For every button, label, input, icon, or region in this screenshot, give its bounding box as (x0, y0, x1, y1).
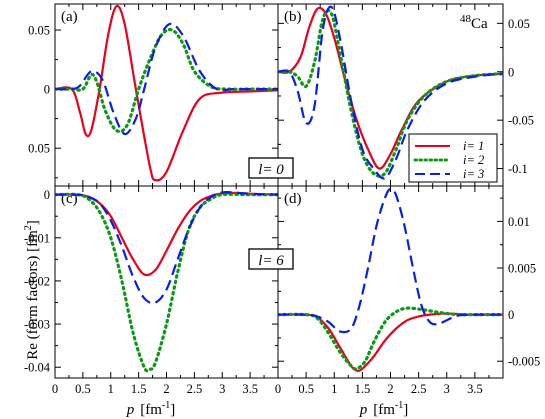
x-tick-label: 1 (108, 382, 114, 396)
l0-label-box: l= 0 (248, 157, 294, 179)
x-tick-label: 2.5 (187, 382, 203, 396)
y-tick-label: 0.05 (28, 24, 50, 38)
x-tick-label: 0 (52, 382, 58, 396)
panel-frame-d (277, 185, 504, 379)
nucleus-label: 48Ca (460, 13, 488, 32)
y-tick-label: 0 (508, 65, 514, 79)
series-line-d-i2 (278, 306, 503, 371)
y-tick-label: -0.1 (508, 162, 528, 176)
x-tick-label: 2 (163, 382, 169, 396)
legend: i= 1 i= 2 i= 3 (408, 133, 498, 183)
x-tick-label: 2 (387, 382, 393, 396)
y-axis-label: Re (form factors) [fm2] (23, 220, 41, 360)
legend-label-i1: i= 1 (463, 139, 484, 153)
series-line-c-i2 (55, 192, 278, 373)
y-tick-label: -0.01 (24, 231, 50, 245)
x-tick-label: 0.5 (75, 382, 91, 396)
x-tick-label: 1 (331, 382, 337, 396)
y-tick-label: 0.01 (508, 215, 530, 229)
x-tick-label: 0 (275, 382, 281, 396)
series-line-d-i3 (278, 187, 503, 334)
series-line-b-i3 (278, 5, 503, 180)
x-axis-label-left: p [fm-1] (126, 400, 176, 418)
x-tick-label: 3.5 (467, 382, 483, 396)
series-line-c-i3 (55, 190, 278, 305)
legend-label-i3: i= 3 (463, 167, 484, 181)
x-tick-label: 2.5 (411, 382, 427, 396)
y-tick-label: -0.02 (24, 274, 50, 288)
series-line-d-i1 (278, 312, 503, 372)
panel-a: 0.05 0 0.05 (a) (28, 3, 279, 187)
panel-label-b: (b) (284, 9, 302, 25)
x-axis-label-right: p [fm-1] (359, 400, 409, 418)
panel-c: 0 0.5 1 1.5 2 2.5 3 3.50-0.01-0.02-0.03-0.04(c) (24, 185, 279, 396)
x-tick-label: 0.5 (298, 382, 314, 396)
y-tick-label: -0.04 (24, 361, 51, 375)
y-tick-label: -0.03 (24, 318, 50, 332)
y-tick-label: 0 (508, 308, 514, 322)
l0-label: l= 0 (258, 162, 284, 178)
y-tick-label: 0 (44, 83, 50, 97)
x-tick-label: 3.5 (242, 382, 258, 396)
y-tick-label: -0.005 (508, 355, 540, 369)
y-tick-label: 0 (44, 188, 50, 202)
series-line-c-i1 (55, 191, 278, 277)
panel-d: 0 0.5 1 1.5 2 2.5 3 3.5 0.01 0.005 0 -0.005 (d) (275, 185, 540, 396)
panels-layer: 0.05 0 0.05 (a) 0.05 0 -0.05 -0.1 (b) 0 0.5 1 1.5 2 2.… (24, 3, 540, 396)
series-line-b-i2 (278, 9, 503, 178)
x-tick-label: 3 (219, 382, 225, 396)
x-tick-label: 1.5 (131, 382, 147, 396)
panel-label-d: (d) (284, 191, 302, 207)
x-tick-label: 3 (444, 382, 450, 396)
legend-label-i2: i= 2 (463, 153, 484, 167)
series-line-a-i1 (55, 4, 278, 182)
l6-label: l= 6 (258, 253, 284, 269)
panel-frame-c (54, 185, 279, 379)
y-tick-label: -0.05 (508, 114, 534, 128)
series-line-a-i2 (55, 28, 278, 134)
series-line-a-i3 (55, 22, 278, 136)
x-tick-label: 1.5 (355, 382, 371, 396)
y-tick-label: 0.005 (508, 262, 536, 276)
y-tick-label: 0.05 (508, 17, 530, 31)
y-tick-label: 0.05 (28, 142, 50, 156)
panel-label-a: (a) (61, 9, 78, 25)
l6-label-box: l= 6 (248, 248, 294, 270)
panel-b: 0.05 0 -0.05 -0.1 (b) (277, 3, 534, 187)
